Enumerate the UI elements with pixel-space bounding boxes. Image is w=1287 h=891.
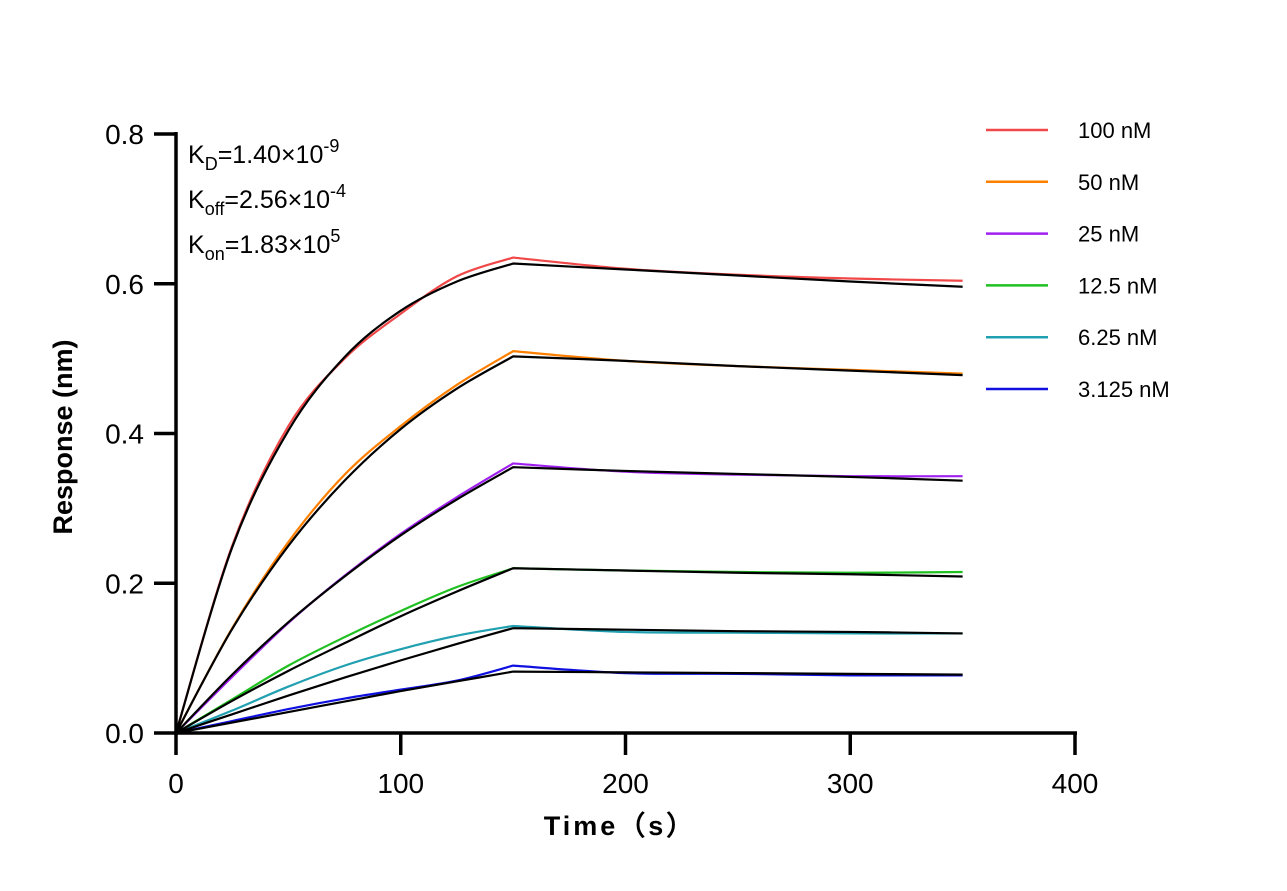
legend: 100 nM 50 nM 25 nM 12.5 nM 6.25 nM 3.125 nM: [986, 118, 1170, 402]
fit-line-12.5-nM: [175, 567, 963, 734]
x-tick-label: 100: [377, 768, 424, 799]
legend-label: 50 nM: [1078, 170, 1139, 195]
fit-line-6.25-nM: [175, 627, 963, 735]
fit-line-25-nM: [175, 466, 963, 734]
series-line-6.25-nM: [175, 624, 963, 735]
y-axis-label: Response (nm): [48, 339, 78, 534]
kinetic-annotation: Koff=2.56×10-4: [188, 181, 346, 219]
legend-label: 12.5 nM: [1078, 273, 1158, 298]
x-axis-label: Time（s）: [544, 811, 697, 841]
y-tick-label: 0.8: [105, 119, 144, 150]
kinetic-annotation: KD=1.40×10-9: [188, 136, 339, 174]
kinetic-annotations: KD=1.40×10-9 Koff=2.56×10-4 Kon=1.83×105: [188, 136, 346, 264]
fit-line-50-nM: [175, 355, 963, 734]
y-tick-label: 0.2: [105, 568, 144, 599]
series-line-25-nM: [175, 462, 963, 734]
fit-line-3.125-nM: [175, 670, 963, 735]
x-tick-label: 0: [168, 768, 184, 799]
y-tick-label: 0.4: [105, 419, 144, 450]
series-line-100-nM: [174, 256, 963, 734]
legend-label: 25 nM: [1078, 222, 1139, 247]
x-tick-label: 400: [1052, 768, 1099, 799]
y-tick-label: 0.0: [105, 718, 144, 749]
legend-label: 100 nM: [1078, 118, 1151, 143]
series-line-3.125-nM: [175, 664, 963, 735]
legend-label: 6.25 nM: [1078, 325, 1158, 350]
axes: 0 100 200 300 400 0.0 0.2 0.4 0.6 0.8: [105, 119, 1098, 799]
y-tick-label: 0.6: [105, 269, 144, 300]
x-tick-label: 300: [827, 768, 874, 799]
legend-label: 3.125 nM: [1078, 377, 1170, 402]
fit-line-100-nM: [174, 262, 963, 734]
plot-area: [174, 256, 963, 735]
kinetic-annotation: Kon=1.83×105: [188, 226, 340, 264]
x-tick-label: 200: [602, 768, 649, 799]
